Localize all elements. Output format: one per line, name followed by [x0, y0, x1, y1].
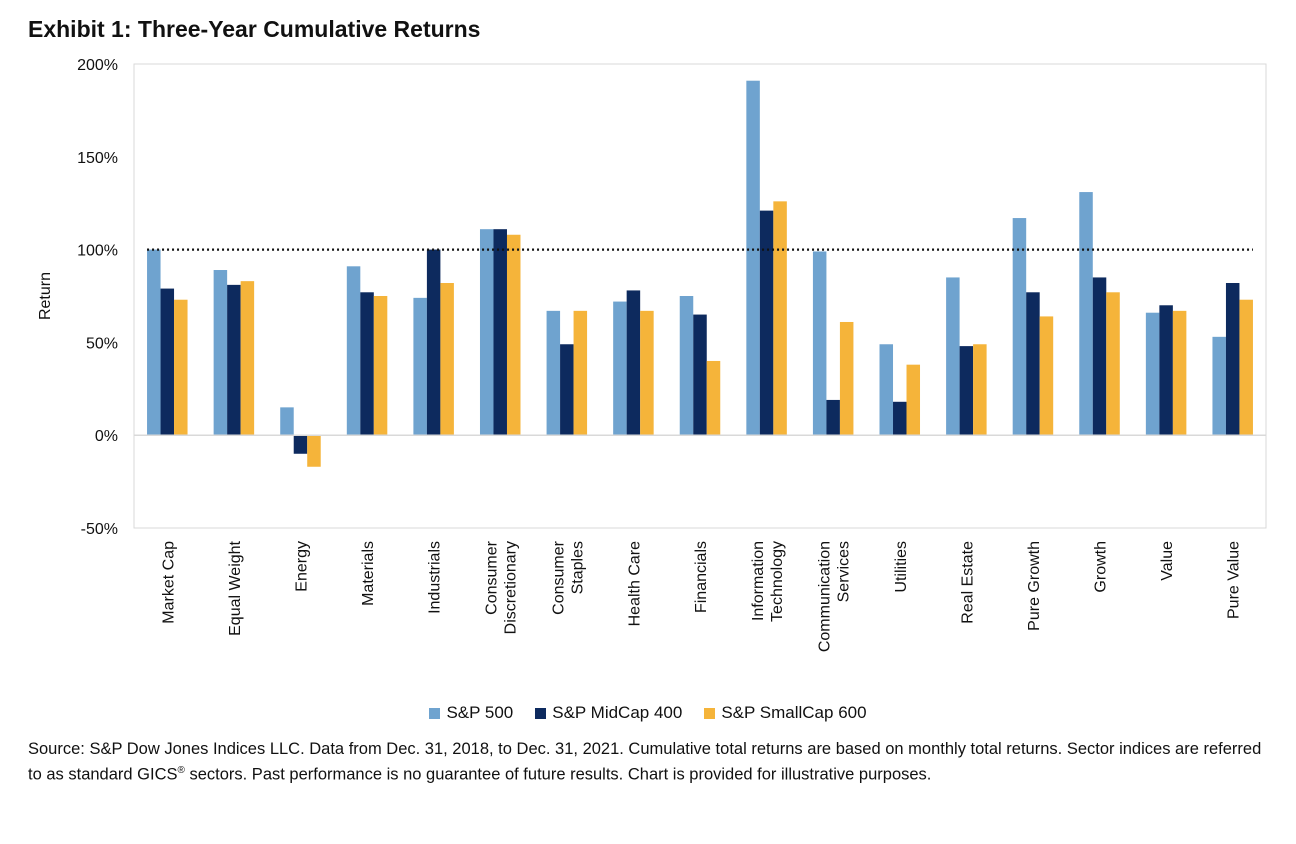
- bar: [959, 346, 974, 436]
- legend-label: S&P 500: [446, 703, 514, 722]
- source-note: Source: S&P Dow Jones Indices LLC. Data …: [28, 738, 1268, 786]
- x-tick-label: Energy: [293, 541, 310, 592]
- bar: [1079, 192, 1093, 436]
- legend-label: S&P SmallCap 600: [721, 703, 867, 722]
- bar: [360, 292, 374, 436]
- y-tick-label: 150%: [77, 150, 118, 167]
- bar: [1239, 299, 1253, 436]
- bar: [1106, 292, 1120, 436]
- bar: [546, 310, 561, 436]
- bar: [227, 284, 241, 436]
- bar: [1026, 292, 1040, 436]
- x-tick-label: Equal Weight: [227, 540, 244, 635]
- bar: [506, 234, 521, 436]
- x-tick-label: Growth: [1093, 541, 1110, 593]
- bar: [293, 435, 308, 454]
- bar: [573, 310, 588, 436]
- x-tick-label: Materials: [360, 541, 377, 606]
- y-tick-label: 50%: [86, 335, 118, 352]
- y-tick-label: -50%: [81, 521, 118, 538]
- x-tick-label: Market Cap: [160, 541, 177, 624]
- bar: [746, 80, 760, 436]
- legend: S&P 500 S&P MidCap 400 S&P SmallCap 600: [0, 703, 1296, 723]
- legend-label: S&P MidCap 400: [552, 703, 683, 722]
- bar: [1012, 218, 1027, 436]
- x-tick-label: Real Estate: [959, 541, 976, 624]
- y-tick-label: 0%: [95, 428, 118, 445]
- bar: [679, 296, 694, 436]
- bar: [280, 407, 294, 436]
- x-tick-label: Industrials: [427, 541, 444, 614]
- x-tick-label: Pure Value: [1226, 541, 1243, 619]
- bar: [479, 229, 494, 436]
- bar: [426, 249, 441, 436]
- y-tick-label: 200%: [77, 57, 118, 74]
- bar: [213, 270, 228, 436]
- x-tick-label: Value: [1159, 541, 1176, 581]
- bar: [1225, 283, 1240, 436]
- bar: [706, 360, 721, 436]
- bar: [773, 201, 787, 436]
- x-tick-label: Services: [836, 541, 853, 602]
- bar: [413, 297, 427, 436]
- x-tick-label: Consumer: [550, 540, 567, 614]
- legend-item-midcap400: S&P MidCap 400: [535, 703, 682, 723]
- legend-swatch: [704, 707, 716, 719]
- bar: [240, 281, 255, 436]
- bar: [1172, 310, 1187, 436]
- bar: [879, 344, 894, 436]
- bar: [826, 399, 840, 436]
- bar: [693, 314, 707, 436]
- bar: [640, 310, 654, 436]
- bar: [1145, 312, 1160, 436]
- y-axis-label: Return: [37, 272, 54, 320]
- bar: [160, 288, 175, 436]
- bar: [174, 299, 188, 436]
- bar: [906, 364, 921, 436]
- source-text-1: Source: S&P Dow Jones Indices LLC. Data …: [28, 740, 1262, 784]
- bar: [893, 401, 907, 436]
- bar: [812, 251, 827, 436]
- y-tick-label: 100%: [77, 243, 118, 260]
- registered-mark: ®: [177, 765, 185, 776]
- x-tick-label: Technology: [769, 541, 786, 622]
- x-tick-label: Financials: [693, 541, 710, 613]
- legend-item-smallcap600: S&P SmallCap 600: [704, 703, 867, 723]
- chart: -50% 0% 50% 100% 150% 200% Return Market Cap Equ…: [37, 57, 1267, 652]
- x-tick-label: Information: [750, 541, 767, 621]
- x-tick-label: Pure Growth: [1026, 541, 1043, 631]
- bar: [626, 290, 641, 436]
- bar: [373, 296, 388, 436]
- bar: [613, 301, 627, 436]
- x-tick-label: Consumer: [484, 540, 501, 614]
- bar: [1159, 305, 1173, 436]
- legend-swatch: [429, 707, 441, 719]
- legend-swatch: [535, 707, 547, 719]
- bar: [493, 229, 507, 436]
- bar: [440, 283, 454, 436]
- bar: [946, 277, 960, 436]
- x-tick-label: Discretionary: [503, 541, 520, 634]
- bar: [759, 210, 774, 436]
- x-tick-label: Utilities: [893, 541, 910, 593]
- bar: [973, 344, 987, 436]
- chart-title: Exhibit 1: Three-Year Cumulative Returns: [28, 16, 481, 42]
- x-tick-label: Staples: [569, 541, 586, 594]
- bar: [1092, 277, 1107, 436]
- bar: [1212, 336, 1226, 436]
- bar: [147, 249, 161, 436]
- x-tick-label: Health Care: [626, 541, 643, 626]
- bar: [1039, 316, 1054, 436]
- plot-area: [133, 63, 1267, 529]
- x-tick-label: Communication: [817, 541, 834, 652]
- legend-item-sp500: S&P 500: [429, 703, 513, 723]
- bar: [560, 344, 574, 436]
- source-text-2: sectors. Past performance is no guarante…: [184, 765, 932, 784]
- bar: [346, 266, 361, 436]
- bar: [839, 321, 854, 436]
- bar: [307, 435, 321, 467]
